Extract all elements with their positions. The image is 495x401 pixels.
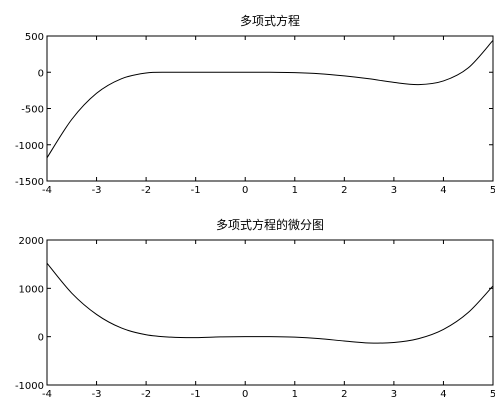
x-tick-label: 5 bbox=[490, 389, 495, 400]
x-tick-label: -1 bbox=[191, 389, 201, 400]
chart-panel-derivative: 多项式方程的微分图 -4 -3 -2 -1 0 1 2 3 4 5 -1000 0 1000 2000 bbox=[15, 217, 495, 400]
x-tick-label: -4 bbox=[42, 389, 52, 400]
x-tick-label: -4 bbox=[42, 185, 52, 196]
chart-title: 多项式方程的微分图 bbox=[216, 217, 324, 232]
series-line bbox=[46, 40, 494, 159]
y-tick-label: 500 bbox=[25, 32, 44, 43]
x-tick-label: -2 bbox=[141, 185, 151, 196]
x-tick-label: 4 bbox=[440, 389, 446, 400]
x-tick-label: -3 bbox=[92, 389, 102, 400]
x-tick-label: 1 bbox=[292, 185, 298, 196]
y-tick-label: 2000 bbox=[19, 236, 44, 247]
y-tick-label: -1500 bbox=[15, 177, 44, 188]
x-tick-label: -1 bbox=[191, 185, 201, 196]
x-tick-label: 0 bbox=[242, 389, 248, 400]
tick-group: -4 -3 -2 -1 0 1 2 3 4 5 -1000 0 1000 2000 bbox=[15, 236, 495, 400]
x-tick-label: -3 bbox=[92, 185, 102, 196]
y-tick-label: 1000 bbox=[19, 284, 44, 295]
y-tick-label: 0 bbox=[38, 333, 44, 344]
y-tick-label: -1000 bbox=[15, 141, 44, 152]
x-tick-label: 2 bbox=[341, 389, 347, 400]
x-tick-label: 5 bbox=[490, 185, 495, 196]
plot-frame bbox=[46, 35, 494, 182]
y-tick-label: -500 bbox=[21, 105, 44, 116]
chart-panel-polynomial: 多项式方程 -4 -3 -2 -1 0 1 2 3 4 5 -1500 -1000 -500 0 500 bbox=[15, 13, 495, 196]
x-tick-label: 3 bbox=[391, 185, 397, 196]
y-tick-label: 0 bbox=[38, 68, 44, 79]
y-tick-label: -1000 bbox=[15, 381, 44, 392]
plot-frame bbox=[46, 239, 494, 386]
chart-title: 多项式方程 bbox=[240, 13, 300, 28]
series-line bbox=[46, 262, 494, 344]
x-tick-label: 3 bbox=[391, 389, 397, 400]
x-tick-label: 0 bbox=[242, 185, 248, 196]
x-tick-label: -2 bbox=[141, 389, 151, 400]
x-tick-label: 1 bbox=[292, 389, 298, 400]
tick-group: -4 -3 -2 -1 0 1 2 3 4 5 -1500 -1000 -500 0 500 bbox=[15, 32, 495, 196]
x-tick-label: 4 bbox=[440, 185, 446, 196]
x-tick-label: 2 bbox=[341, 185, 347, 196]
